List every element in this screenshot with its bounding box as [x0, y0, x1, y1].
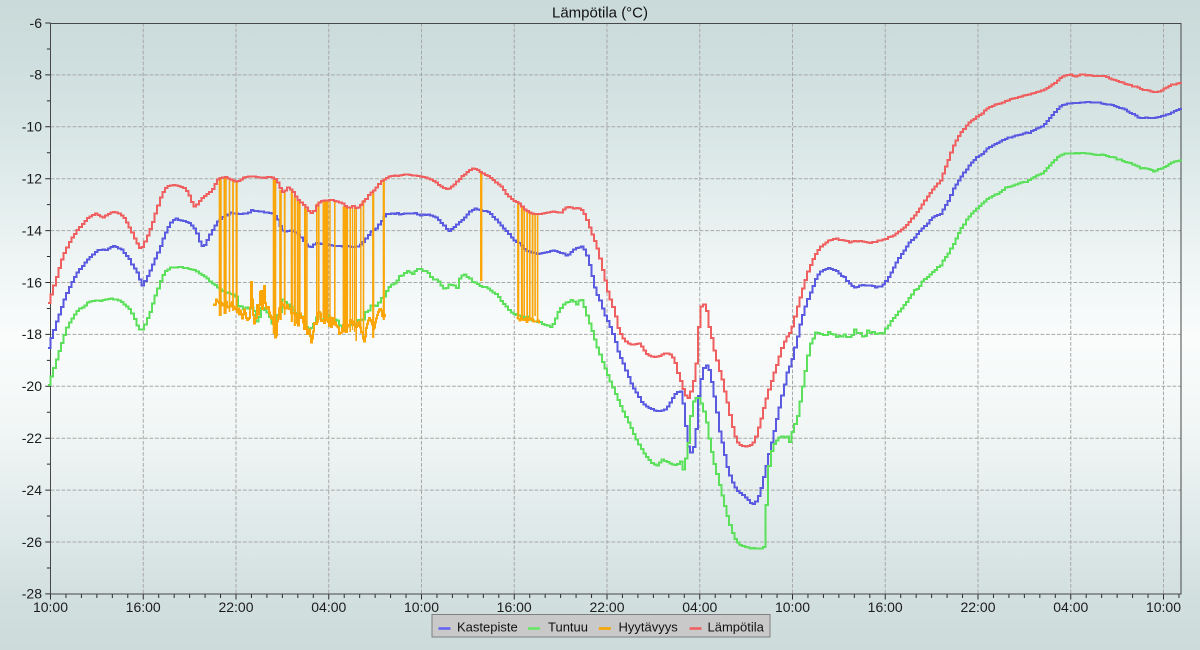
svg-text:Kastepiste: Kastepiste [457, 620, 518, 635]
svg-text:-14: -14 [22, 222, 42, 238]
svg-text:10:00: 10:00 [33, 599, 68, 615]
svg-text:-26: -26 [22, 534, 42, 550]
svg-text:-28: -28 [22, 586, 42, 602]
svg-text:Hyytävyys: Hyytävyys [619, 620, 679, 635]
svg-text:-20: -20 [22, 378, 42, 394]
svg-text:Lämpötila (°C): Lämpötila (°C) [552, 5, 648, 22]
svg-text:22:00: 22:00 [218, 599, 253, 615]
svg-text:22:00: 22:00 [589, 599, 624, 615]
svg-text:-16: -16 [22, 274, 42, 290]
svg-text:10:00: 10:00 [1146, 599, 1181, 615]
svg-text:22:00: 22:00 [960, 599, 995, 615]
svg-text:10:00: 10:00 [404, 599, 439, 615]
svg-text:-6: -6 [30, 15, 43, 31]
svg-text:16:00: 16:00 [868, 599, 903, 615]
svg-text:04:00: 04:00 [311, 599, 346, 615]
svg-text:-22: -22 [22, 430, 42, 446]
svg-text:16:00: 16:00 [126, 599, 161, 615]
svg-text:10:00: 10:00 [775, 599, 810, 615]
svg-text:-18: -18 [22, 326, 42, 342]
svg-text:-12: -12 [22, 171, 42, 187]
svg-text:Lämpötila: Lämpötila [708, 620, 765, 635]
svg-text:16:00: 16:00 [497, 599, 532, 615]
svg-text:04:00: 04:00 [1053, 599, 1088, 615]
svg-text:04:00: 04:00 [682, 599, 717, 615]
svg-text:-8: -8 [30, 67, 43, 83]
svg-text:-10: -10 [22, 119, 42, 135]
svg-text:Tuntuu: Tuntuu [548, 620, 588, 635]
svg-text:-24: -24 [22, 482, 42, 498]
